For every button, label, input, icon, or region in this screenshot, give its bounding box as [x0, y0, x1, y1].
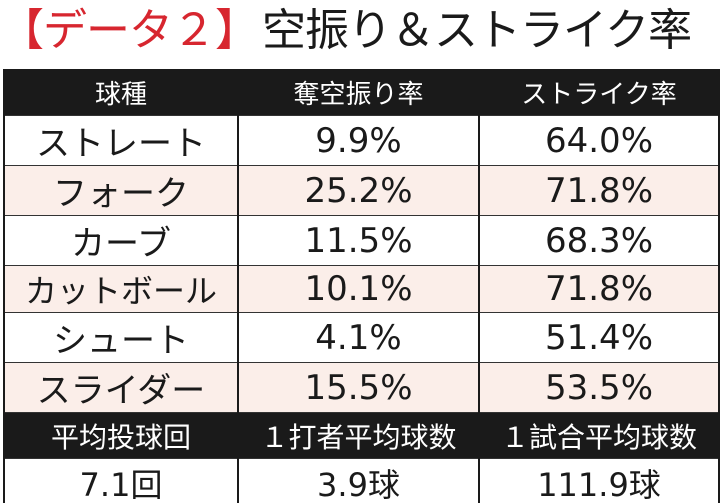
summary-row: 7.1回 3.9球 111.9球: [3, 458, 720, 503]
pitches-per-batter-value: 3.9球: [237, 458, 480, 503]
whiff-rate: 15.5%: [237, 362, 480, 413]
header-pitch-type: 球種: [3, 69, 239, 116]
header-pitches-per-game: １試合平均球数: [478, 412, 720, 459]
pitch-name: カットボール: [3, 265, 239, 313]
strike-rate: 71.8%: [478, 165, 720, 216]
header-whiff-rate: 奪空振り率: [237, 69, 480, 116]
table-row: スライダー 15.5% 53.5%: [3, 362, 720, 413]
table-row: カットボール 10.1% 71.8%: [3, 265, 720, 313]
strike-rate: 71.8%: [478, 265, 720, 313]
pitches-per-game-value: 111.9球: [478, 458, 720, 503]
pitch-name: ストレート: [3, 115, 239, 166]
table-row: フォーク 25.2% 71.8%: [3, 165, 720, 216]
header-avg-innings: 平均投球回: [3, 412, 239, 459]
whiff-rate: 4.1%: [237, 312, 480, 363]
pitch-name: スライダー: [3, 362, 239, 413]
table-header-row: 球種 奪空振り率 ストライク率: [3, 69, 720, 116]
table-row: シュート 4.1% 51.4%: [3, 312, 720, 363]
strike-rate: 51.4%: [478, 312, 720, 363]
table-row: カーブ 11.5% 68.3%: [3, 215, 720, 266]
whiff-rate: 9.9%: [237, 115, 480, 166]
pitch-name: フォーク: [3, 165, 239, 216]
whiff-rate: 11.5%: [237, 215, 480, 266]
title-label: 【データ２】: [0, 5, 259, 56]
avg-innings-value: 7.1回: [3, 458, 239, 503]
summary-header-row: 平均投球回 １打者平均球数 １試合平均球数: [3, 412, 720, 459]
pitch-name: シュート: [3, 312, 239, 363]
pitch-name: カーブ: [3, 215, 239, 266]
strike-rate: 53.5%: [478, 362, 720, 413]
title-main: 空振り＆ストライク率: [262, 5, 692, 56]
strike-rate: 68.3%: [478, 215, 720, 266]
header-strike-rate: ストライク率: [478, 69, 720, 116]
header-pitches-per-batter: １打者平均球数: [237, 412, 480, 459]
stats-table: 球種 奪空振り率 ストライク率 ストレート 9.9% 64.0% フォーク 25…: [3, 69, 720, 503]
whiff-rate: 25.2%: [237, 165, 480, 216]
whiff-rate: 10.1%: [237, 265, 480, 313]
table-row: ストレート 9.9% 64.0%: [3, 115, 720, 166]
page-title: 【データ２】 空振り＆ストライク率: [0, 0, 720, 62]
strike-rate: 64.0%: [478, 115, 720, 166]
